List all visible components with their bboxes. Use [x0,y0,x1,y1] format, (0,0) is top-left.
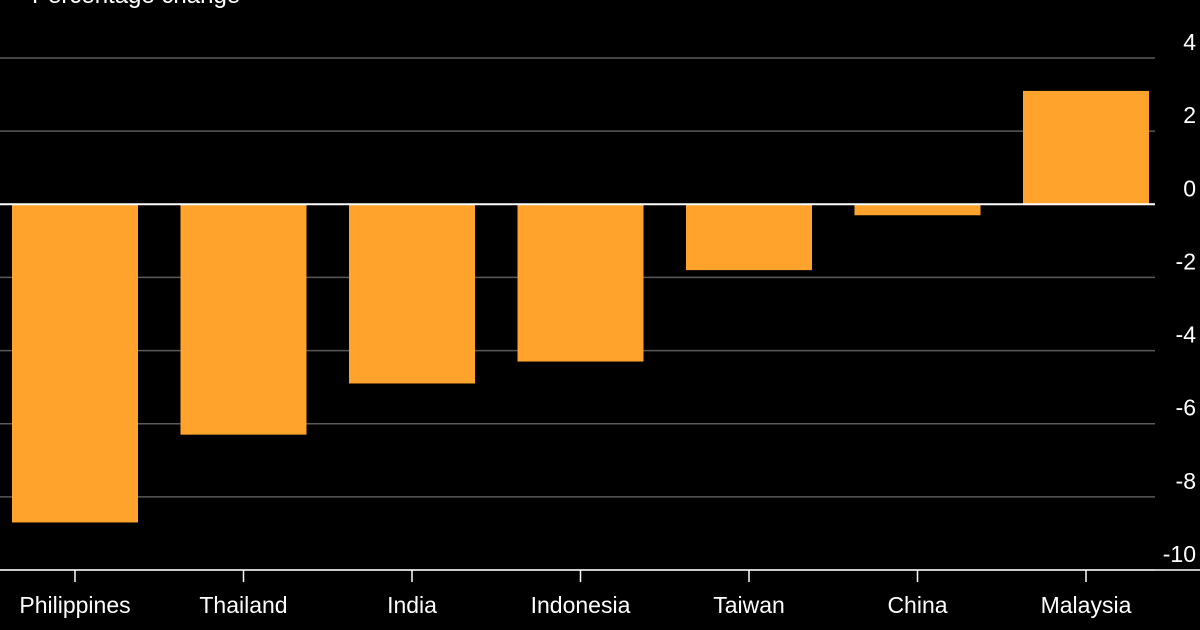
bars [12,90,1149,523]
bar-malaysia [1023,90,1149,205]
x-axis: Philippines Thailand India Indonesia Taiwan C… [0,569,1200,618]
y-tick-label: -8 [1176,468,1196,494]
y-tick-label: -2 [1176,248,1196,274]
legend-label: Percentage change [32,0,240,9]
y-tick-label: 2 [1183,102,1196,128]
bar-india [349,204,475,384]
bar-taiwan [686,204,812,271]
x-category-label: India [387,592,437,618]
bar-china [854,204,981,216]
x-category-label: China [887,592,947,618]
legend: Percentage change [32,0,240,9]
y-tick-label: -6 [1176,395,1196,421]
bar-philippines [12,204,138,523]
y-tick-label: -10 [1163,541,1196,567]
x-category-label: Malaysia [1041,592,1132,618]
y-tick-label: -4 [1176,322,1197,348]
x-category-label: Taiwan [713,592,785,618]
x-category-label: Thailand [199,592,287,618]
bar-thailand [180,204,307,435]
y-tick-label: 0 [1183,175,1196,201]
y-axis-tick-labels: 4 2 0 -2 -4 -6 -8 -10 [1163,29,1196,567]
x-category-label: Philippines [19,592,130,618]
bar-indonesia [517,204,644,362]
x-category-label: Indonesia [531,592,631,618]
y-tick-label: 4 [1183,29,1196,55]
